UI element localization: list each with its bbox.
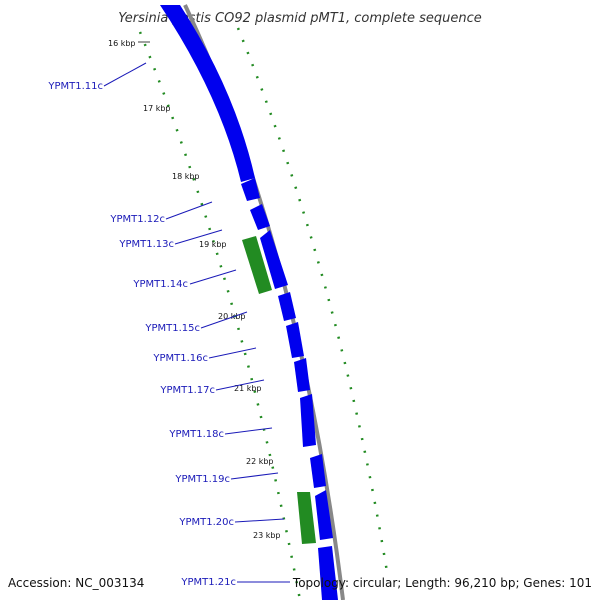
gene-labels: YPMT1.11c YPMT1.12c YPMT1.13c YPMT1.14c … — [47, 62, 290, 588]
tick-label-21kbp: 21 kbp — [234, 384, 262, 393]
gene-label-ypmt1-17c: YPMT1.17c — [159, 385, 215, 396]
gene-block-ypmt1-18c — [300, 394, 316, 447]
tick-label-23kbp: 23 kbp — [253, 531, 281, 540]
gene-block-ypmt1-19c — [310, 454, 326, 488]
leader-line-ypmt1-13c — [174, 229, 223, 245]
leader-line-ypmt1-12c — [165, 201, 213, 220]
tick-label-22kbp: 22 kbp — [246, 457, 274, 466]
gene-label-ypmt1-18c: YPMT1.18c — [168, 429, 224, 440]
gene-block-ypmt1-20c — [315, 490, 333, 540]
leader-line-ypmt1-15c — [200, 311, 248, 329]
gene-label-ypmt1-19c: YPMT1.19c — [174, 474, 230, 485]
gene-label-ypmt1-12c: YPMT1.12c — [109, 214, 165, 225]
gc-content-outer-arc — [236, 27, 390, 579]
tick-label-16kbp: 16 kbp — [108, 39, 136, 48]
gene-label-ypmt1-11c: YPMT1.11c — [47, 81, 103, 92]
tick-label-17kbp: 17 kbp — [143, 104, 171, 113]
leader-line-ypmt1-11c — [103, 62, 147, 87]
gene-block-ypmt1-11c — [160, 5, 255, 182]
leader-line-ypmt1-18c — [224, 427, 273, 435]
gene-label-ypmt1-20c: YPMT1.20c — [178, 517, 234, 528]
leader-line-ypmt1-17c — [215, 379, 265, 391]
gene-block-ypmt1-13c — [250, 204, 270, 230]
gene-block-ypmt1-15c — [278, 292, 296, 321]
gene-block-ypmt1-16c — [286, 322, 304, 358]
gene-blocks — [241, 178, 338, 600]
map-title: Yersinia pestis CO92 plasmid pMT1, compl… — [118, 11, 482, 26]
gene-block-ypmt1-14c — [260, 230, 288, 289]
accession-text: Accession: NC_003134 — [8, 576, 144, 590]
tick-label-18kbp: 18 kbp — [172, 172, 200, 181]
tick-label-20kbp: 20 kbp — [218, 312, 246, 321]
tick-label-19kbp: 19 kbp — [199, 240, 227, 249]
leader-line-ypmt1-14c — [189, 269, 237, 285]
gene-label-ypmt1-13c: YPMT1.13c — [118, 239, 174, 250]
leader-line-ypmt1-20c — [234, 518, 285, 523]
tick-marks: 16 kbp 17 kbp 18 kbp 19 kbp 20 kbp 21 kb… — [108, 39, 281, 540]
gene-label-ypmt1-15c: YPMT1.15c — [144, 323, 200, 334]
leader-line-ypmt1-19c — [230, 472, 279, 480]
gene-label-ypmt1-16c: YPMT1.16c — [152, 353, 208, 364]
topology-text: Topology: circular; Length: 96,210 bp; G… — [292, 576, 592, 590]
gene-block-ypmt1-20c-green — [297, 492, 316, 544]
gene-block-ypmt1-21c — [318, 546, 338, 600]
gene-block-ypmt1-14c-green — [242, 236, 272, 294]
gene-block-ypmt1-17c — [294, 358, 310, 392]
gene-block-ypmt1-12c — [241, 178, 260, 201]
gene-label-ypmt1-21c: YPMT1.21c — [180, 577, 236, 588]
gene-label-ypmt1-14c: YPMT1.14c — [132, 279, 188, 290]
leader-line-ypmt1-16c — [208, 347, 257, 359]
